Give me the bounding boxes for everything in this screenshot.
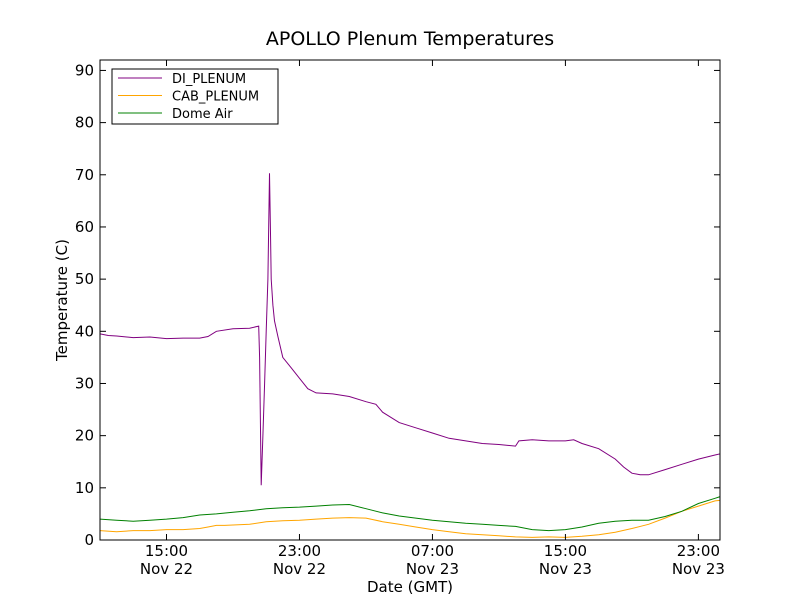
x-tick-label-time: 15:00	[145, 542, 188, 560]
x-tick-label-time: 07:00	[411, 542, 454, 560]
series-line-cab-plenum	[100, 499, 720, 538]
y-tick-label: 0	[84, 531, 94, 549]
legend-label-dome-air: Dome Air	[172, 107, 233, 122]
series-layer	[100, 173, 720, 538]
y-axis-title: Temperature (C)	[53, 239, 71, 362]
legend-label-cab-plenum: CAB_PLENUM	[172, 90, 259, 105]
x-tick-label-time: 15:00	[544, 542, 587, 560]
x-tick-label-date: Nov 22	[140, 560, 193, 578]
x-tick-label-date: Nov 23	[672, 560, 725, 578]
legend-label-di-plenum: DI_PLENUM	[172, 72, 246, 87]
y-tick-label: 70	[75, 166, 94, 184]
plot-frame	[99, 59, 721, 541]
x-tick-label-time: 23:00	[278, 542, 321, 560]
y-tick-label: 60	[75, 218, 94, 236]
y-tick-label: 20	[75, 427, 94, 445]
x-axis-title: Date (GMT)	[367, 578, 453, 596]
plot-area	[99, 59, 721, 541]
x-tick-label-date: Nov 22	[273, 560, 326, 578]
y-tick-label: 50	[75, 270, 94, 288]
x-tick-label-date: Nov 23	[539, 560, 592, 578]
y-tick-label: 80	[75, 114, 94, 132]
series-line-di-plenum	[100, 173, 720, 486]
y-tick-label: 40	[75, 322, 94, 340]
y-axis: 0 10 20 30 40 50 60 70 80 90	[75, 61, 720, 549]
y-tick-label: 90	[75, 61, 94, 79]
y-tick-label: 30	[75, 374, 94, 392]
series-line-dome-air	[100, 496, 720, 532]
legend: DI_PLENUM CAB_PLENUM Dome Air	[111, 68, 279, 125]
x-tick-label-date: Nov 23	[406, 560, 459, 578]
y-tick-label: 10	[75, 479, 94, 497]
x-tick-label-time: 23:00	[677, 542, 720, 560]
chart-title: APOLLO Plenum Temperatures	[266, 28, 554, 50]
